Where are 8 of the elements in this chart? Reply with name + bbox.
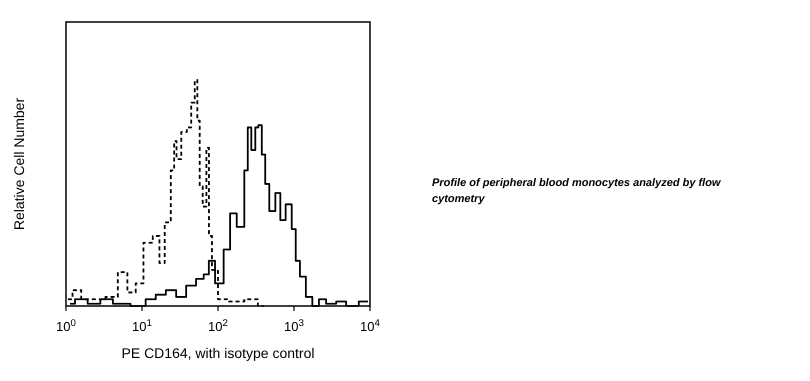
- x-tick-label: 10$^{0}$: [56, 318, 77, 334]
- text: Profile of peripheral blood monocytes analyzed by flow cytometry: [432, 177, 722, 205]
- x-tick-label: 10$^{2}$: [208, 318, 228, 334]
- x-axis-title: PE CD164, with isotype control: [122, 345, 314, 361]
- x-tick-label: 10$^{3}$: [284, 318, 304, 334]
- y-axis-title: Relative Cell Number: [11, 98, 27, 230]
- x-tick-label: 10$^{1}$: [132, 318, 152, 334]
- x-tick-label: 10$^{4}$: [360, 318, 381, 334]
